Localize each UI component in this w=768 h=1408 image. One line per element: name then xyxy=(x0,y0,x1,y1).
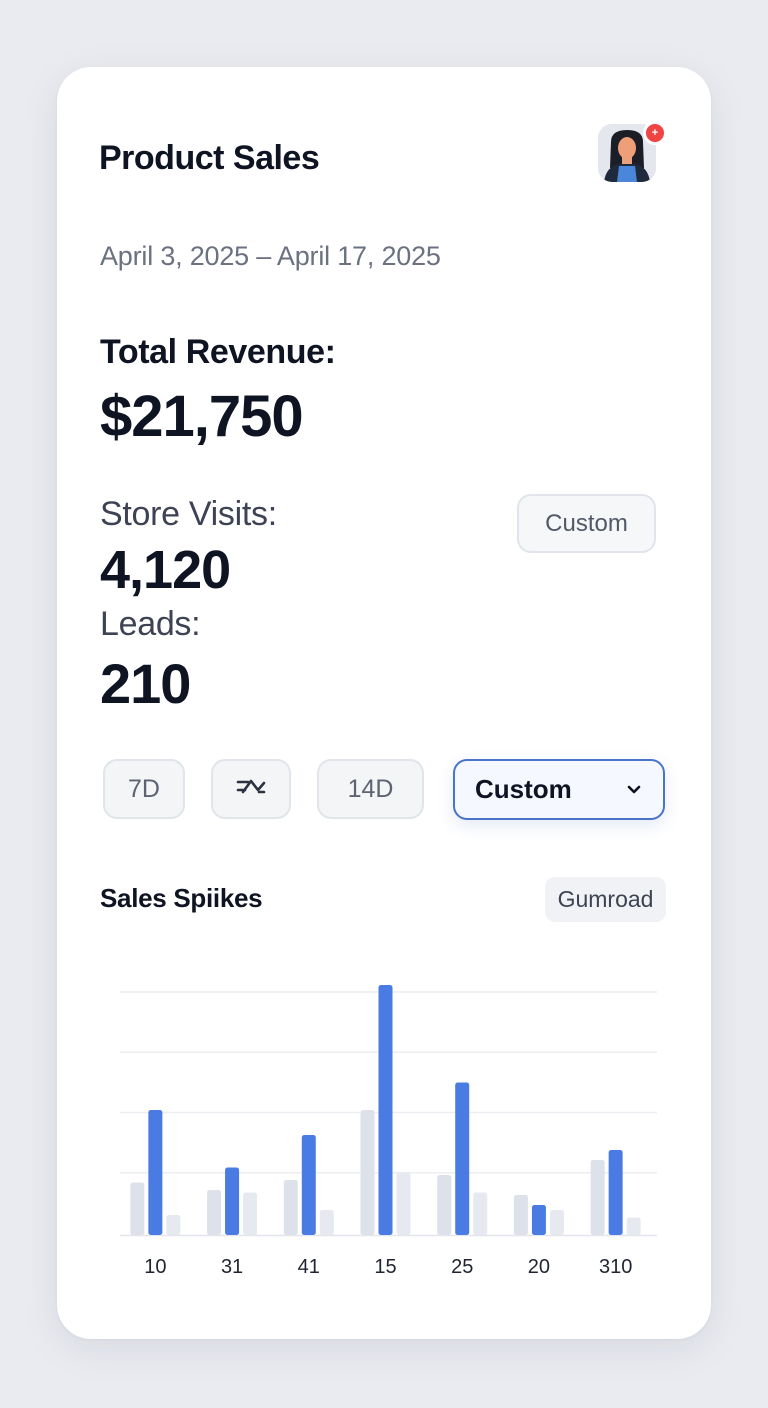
bar-25-series-3[interactable] xyxy=(473,1192,488,1236)
date-range: April 3, 2025 – April 17, 2025 xyxy=(100,241,441,271)
custom-button[interactable]: Custom xyxy=(517,494,656,553)
revenue-label: Total Revenue: xyxy=(100,333,336,371)
bar-10-series-2[interactable] xyxy=(148,1110,163,1235)
bar-25-series-2[interactable] xyxy=(455,1082,470,1236)
bar-31-series-2[interactable] xyxy=(225,1167,240,1236)
range-select-value: Custom xyxy=(475,774,572,804)
bar-20-series-1[interactable] xyxy=(513,1195,528,1235)
revenue-value: $21,750 xyxy=(100,384,304,449)
bar-41-series-2[interactable] xyxy=(301,1135,316,1235)
x-tick-label: 15 xyxy=(374,1256,396,1278)
notification-badge[interactable]: + xyxy=(643,121,667,145)
range-7d-button[interactable]: 7D xyxy=(103,759,185,819)
product-sales-card: Product Sales + April 3, 2025 – April 17… xyxy=(57,67,711,1339)
store-visits-value: 4,120 xyxy=(100,540,231,600)
trend-toggle-button[interactable] xyxy=(211,759,291,819)
sales-section-title: Sales Spiikes xyxy=(100,883,263,913)
bar-20-series-2[interactable] xyxy=(531,1205,546,1235)
source-badge[interactable]: Gumroad xyxy=(545,877,666,922)
bar-10-series-3[interactable] xyxy=(166,1215,181,1235)
store-visits-label: Store Visits: xyxy=(100,495,277,533)
bar-15-series-2[interactable] xyxy=(378,985,393,1235)
leads-label: Leads: xyxy=(100,605,201,643)
bar-20-series-3[interactable] xyxy=(549,1210,564,1235)
x-tick-label: 31 xyxy=(221,1256,243,1278)
x-tick-label: 10 xyxy=(144,1256,166,1278)
bar-31-series-3[interactable] xyxy=(243,1192,258,1236)
bar-310-series-2[interactable] xyxy=(608,1150,623,1235)
bar-41-series-1[interactable] xyxy=(283,1180,298,1235)
bar-41-series-3[interactable] xyxy=(319,1210,334,1235)
bar-15-series-3[interactable] xyxy=(396,1172,411,1236)
bar-310-series-3[interactable] xyxy=(626,1217,641,1236)
x-tick-label: 20 xyxy=(528,1256,550,1278)
bar-15-series-1[interactable] xyxy=(360,1110,375,1235)
trend-icon xyxy=(234,775,268,804)
x-tick-label: 25 xyxy=(451,1256,473,1278)
range-select[interactable]: Custom xyxy=(453,759,665,820)
leads-value: 210 xyxy=(100,652,191,715)
bar-310-series-1[interactable] xyxy=(590,1160,605,1235)
sales-chart: 10 31 41 15 25 20 310 xyxy=(120,985,657,1278)
bar-10-series-1[interactable] xyxy=(130,1182,145,1236)
x-tick-label: 41 xyxy=(298,1256,320,1278)
bar-31-series-1[interactable] xyxy=(207,1190,222,1235)
page-title: Product Sales xyxy=(99,139,320,177)
x-tick-label: 310 xyxy=(599,1256,632,1278)
bar-25-series-1[interactable] xyxy=(437,1175,452,1235)
chevron-down-icon xyxy=(625,781,643,799)
range-14d-button[interactable]: 14D xyxy=(317,759,424,819)
